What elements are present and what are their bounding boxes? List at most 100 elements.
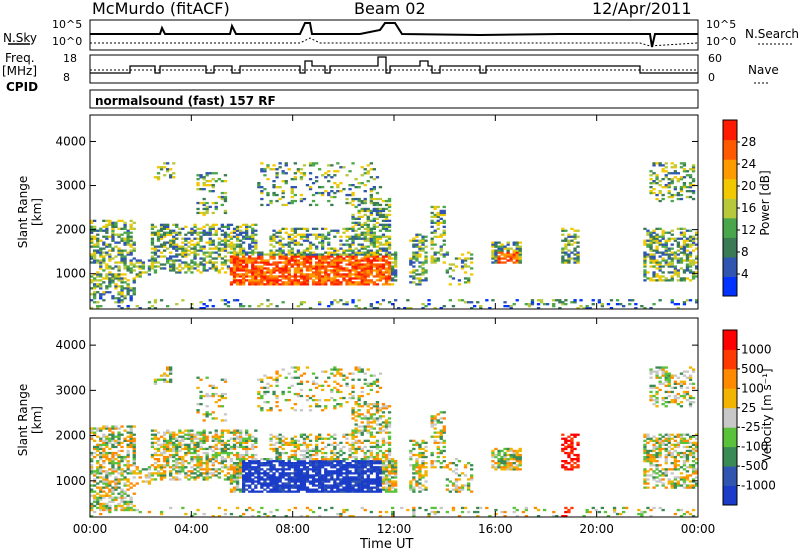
data-cell [664,241,668,244]
data-cell [311,382,316,385]
data-cell [223,512,228,516]
data-cell [336,382,340,385]
data-cell [290,233,294,236]
data-cell [96,307,100,310]
data-cell [503,247,507,250]
data-cell [156,449,161,453]
data-cell [321,265,325,268]
data-cell [342,259,346,262]
data-cell [375,213,380,217]
data-cell [196,437,200,440]
data-cell [649,235,653,238]
data-cell [211,515,215,518]
data-cell [360,421,364,424]
data-cell [156,233,161,236]
data-cell [348,488,352,491]
data-cell [93,494,97,497]
data-cell [257,460,261,463]
data-cell [153,245,158,248]
data-cell [324,283,328,286]
data-cell [308,482,313,485]
data-cell [126,267,130,270]
data-cell [318,233,322,236]
data-cell [302,174,307,177]
data-cell [315,458,319,461]
data-cell [96,237,100,240]
data-cell [96,447,100,451]
data-cell [126,435,130,438]
data-cell [670,263,674,266]
data-cell [321,245,325,248]
data-cell [235,435,240,438]
data-cell [564,261,568,264]
data-cell [126,307,130,310]
data-cell [330,368,334,371]
data-cell [652,239,656,242]
data-cell [387,269,392,272]
data-cell [357,199,361,203]
data-cell [263,275,267,278]
data-cell [239,462,243,465]
data-cell [132,277,136,280]
data-cell [272,447,276,451]
data-cell [315,253,319,256]
data-cell [111,437,115,440]
data-cell [272,472,276,475]
data-cell [372,197,376,201]
data-cell [120,500,124,503]
data-cell [348,283,352,286]
data-cell [375,217,380,220]
data-cell [643,253,647,256]
data-cell [381,267,386,270]
data-cell [345,275,349,278]
data-cell [649,249,653,252]
data-cell [363,478,367,481]
data-cell [156,472,161,475]
data-cell [354,411,358,414]
data-cell [384,207,389,211]
data-cell [266,259,270,262]
data-cell [467,281,471,284]
data-cell [126,460,130,463]
data-cell [387,205,392,209]
data-cell [120,281,124,284]
data-cell [311,255,316,258]
data-cell [163,378,167,381]
data-cell [378,186,383,189]
data-cell [351,221,355,224]
data-cell [266,382,270,385]
data-cell [184,512,188,516]
data-cell [272,515,276,518]
data-cell [117,492,121,495]
data-cell [90,221,94,224]
data-cell [278,484,282,487]
data-cell [123,482,127,485]
data-cell [187,263,191,266]
data-cell [679,166,684,169]
data-cell [199,441,203,444]
data-cell [248,486,252,489]
data-cell [205,472,209,475]
data-cell [324,468,328,471]
data-cell [202,433,206,436]
data-cell [114,480,118,483]
data-cell [269,437,273,440]
data-cell [488,307,492,310]
data-cell [351,464,355,467]
data-cell [336,512,340,516]
data-cell [336,443,340,446]
data-cell [105,486,109,489]
data-cell [111,490,115,493]
data-cell [223,458,228,461]
data-cell [293,409,297,412]
data-cell [360,265,364,268]
data-cell [369,195,373,199]
data-cell [120,488,124,491]
data-cell [257,462,261,465]
data-cell [384,249,389,252]
data-cell [245,229,249,232]
data-cell [415,243,419,246]
data-cell [114,506,118,510]
data-cell [448,263,452,266]
data-cell [211,474,215,477]
